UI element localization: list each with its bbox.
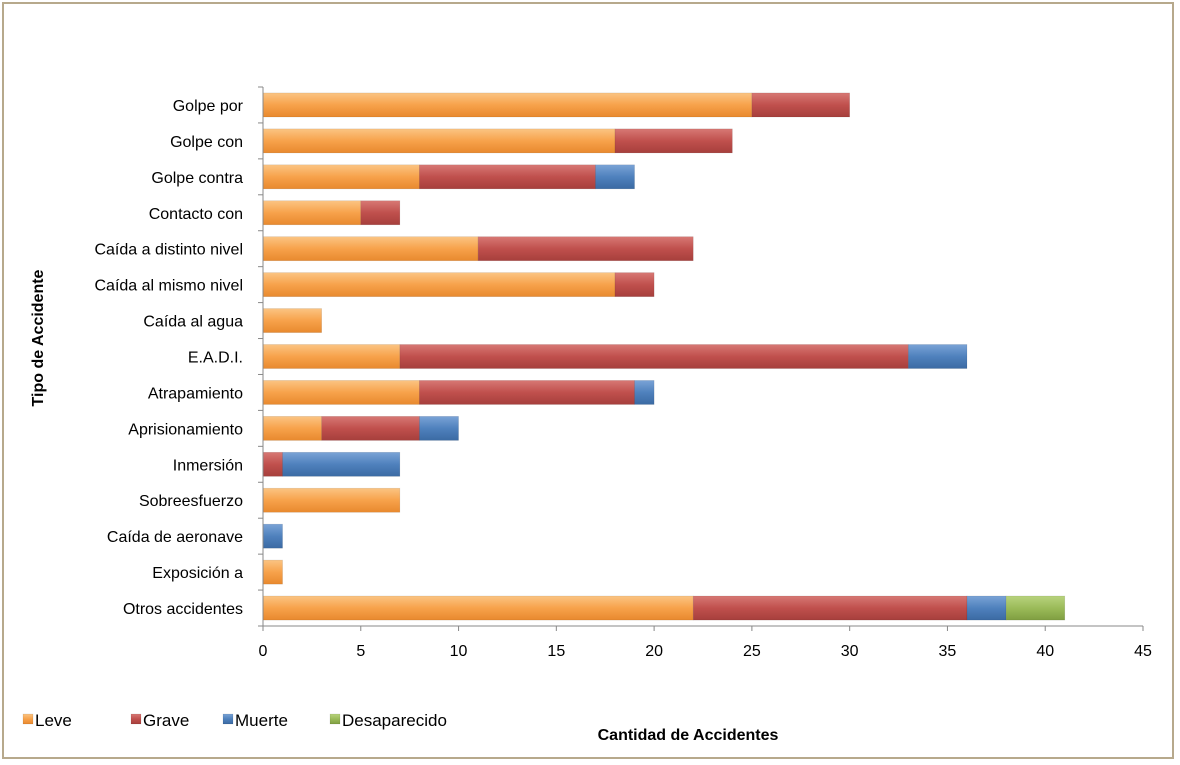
bar-caida-de-aeronave-muerte xyxy=(262,523,283,549)
category-label-caida-a-distinto-nivel: Caída a distinto nivel xyxy=(94,242,243,259)
bar-aprisionamiento-muerte xyxy=(419,416,459,441)
category-label-golpe-por: Golpe por xyxy=(173,98,244,115)
bar-golpe-por-leve xyxy=(262,92,753,118)
legend-label-grave: Grave xyxy=(143,711,189,730)
axes-layer xyxy=(258,86,1144,631)
legend-swatch-muerte xyxy=(222,713,234,725)
bar-aprisionamiento-grave xyxy=(321,416,420,441)
category-label-e-a-d-i: E.A.D.I. xyxy=(188,350,243,367)
bar-caida-al-agua-leve xyxy=(262,308,322,333)
bar-otros-accidentes-grave xyxy=(692,595,968,621)
legend-swatch-leve xyxy=(22,713,34,725)
legend-swatch-desaparecido xyxy=(329,713,341,725)
legend-item-muerte: Muerte xyxy=(222,711,288,730)
legend-item-leve: Leve xyxy=(22,711,72,730)
bar-atrapamiento-leve xyxy=(262,380,420,405)
category-label-caida-al-mismo-nivel: Caída al mismo nivel xyxy=(95,278,244,295)
bar-e-a-d-i-muerte xyxy=(908,344,968,369)
bar-caida-a-distinto-nivel-grave xyxy=(477,236,694,262)
legend-label-leve: Leve xyxy=(35,711,72,730)
x-tick-label-40: 40 xyxy=(1036,643,1054,660)
category-label-sobreesfuerzo: Sobreesfuerzo xyxy=(139,493,243,510)
legend-swatch-grave xyxy=(130,713,142,725)
bar-aprisionamiento-leve xyxy=(262,416,322,441)
bar-contacto-con-leve xyxy=(262,200,362,226)
category-label-inmersion: Inmersión xyxy=(173,457,243,474)
bars-layer xyxy=(262,92,1066,621)
bar-golpe-con-grave xyxy=(614,128,733,154)
bar-golpe-contra-leve xyxy=(262,164,420,190)
category-label-contacto-con: Contacto con xyxy=(149,206,243,223)
category-label-otros-accidentes: Otros accidentes xyxy=(123,601,243,618)
bar-contacto-con-grave xyxy=(360,200,401,226)
legend: Leve Grave Muerte Desaparecido xyxy=(22,711,447,730)
bar-exposicion-a-leve xyxy=(262,559,283,585)
y-axis-title: Tipo de Accidente xyxy=(30,269,47,406)
category-label-caida-al-agua: Caída al agua xyxy=(143,314,243,331)
x-tick-label-15: 15 xyxy=(547,643,565,660)
bar-golpe-por-grave xyxy=(751,92,850,118)
bar-golpe-contra-grave xyxy=(419,164,596,190)
x-tick-label-35: 35 xyxy=(939,643,957,660)
bar-atrapamiento-muerte xyxy=(634,380,655,405)
x-tick-labels: 0 5 10 15 20 25 30 35 40 45 xyxy=(259,643,1152,660)
x-tick-label-20: 20 xyxy=(645,643,663,660)
category-labels: Golpe por Golpe con Golpe contra Contacto c… xyxy=(94,98,243,618)
bar-atrapamiento-grave xyxy=(419,380,635,405)
bar-golpe-contra-muerte xyxy=(595,164,635,190)
category-label-aprisionamiento: Aprisionamiento xyxy=(128,421,243,438)
bar-golpe-con-leve xyxy=(262,128,616,154)
bar-e-a-d-i-leve xyxy=(262,344,401,369)
bar-otros-accidentes-muerte xyxy=(966,595,1007,621)
category-label-golpe-con: Golpe con xyxy=(170,134,243,151)
legend-label-desaparecido: Desaparecido xyxy=(342,711,447,730)
x-tick-label-45: 45 xyxy=(1134,643,1152,660)
bar-caida-a-distinto-nivel-leve xyxy=(262,236,479,262)
bar-caida-al-mismo-nivel-grave xyxy=(614,272,655,297)
bar-inmersion-muerte xyxy=(282,451,401,477)
bar-otros-accidentes-leve xyxy=(262,595,694,621)
x-tick-label-25: 25 xyxy=(743,643,761,660)
x-tick-label-5: 5 xyxy=(356,643,365,660)
legend-label-muerte: Muerte xyxy=(235,711,288,730)
legend-item-desaparecido: Desaparecido xyxy=(329,711,447,730)
category-label-caida-de-aeronave: Caída de aeronave xyxy=(107,529,243,546)
category-label-exposicion-a: Exposición a xyxy=(152,565,243,582)
x-axis-title: Cantidad de Accidentes xyxy=(598,727,779,744)
bar-inmersion-grave xyxy=(262,451,283,477)
category-label-atrapamiento: Atrapamiento xyxy=(148,385,243,402)
category-label-golpe-contra: Golpe contra xyxy=(151,170,243,187)
x-tick-label-0: 0 xyxy=(259,643,268,660)
bar-otros-accidentes-desaparecido xyxy=(1005,595,1066,621)
bar-sobreesfuerzo-leve xyxy=(262,487,401,513)
x-tick-label-10: 10 xyxy=(450,643,468,660)
bar-e-a-d-i-grave xyxy=(399,344,909,369)
bar-caida-al-mismo-nivel-leve xyxy=(262,272,616,297)
legend-item-grave: Grave xyxy=(130,711,189,730)
x-tick-label-30: 30 xyxy=(841,643,859,660)
